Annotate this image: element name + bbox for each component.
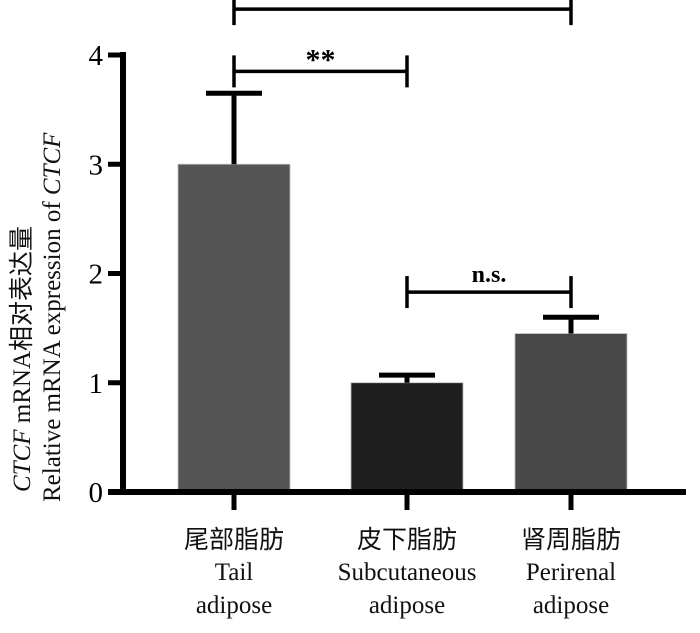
category-label-zh-0: 尾部脂肪 [184,526,284,554]
category-label-zh-1: 皮下脂肪 [357,526,457,554]
y-axis-title: CTCF mRNA相对表达量 Relative mRNA expression … [8,132,66,502]
y-axis-title-gene-en: CTCF [39,132,66,195]
sig-label-2: n.s. [472,262,507,288]
category-label-en1-1: Subcutaneous [338,559,477,586]
category-label-en1-0: Tail [215,559,254,586]
category-label-en2-2: adipose [533,592,609,619]
bar-0 [177,163,291,493]
sig-label-0: * [395,0,410,14]
y-tick-label-1: 1 [89,368,104,400]
bar-2 [514,333,628,493]
bar-1 [350,382,464,493]
y-tick-label-3: 3 [89,149,104,181]
y-axis-title-en: Relative mRNA expression of [39,195,66,502]
y-tick-label-2: 2 [89,259,104,291]
y-tick-label-0: 0 [89,477,104,509]
category-label-zh-2: 肾周脂肪 [521,526,621,554]
y-axis-title-zh: mRNA相对表达量 [8,226,36,429]
category-label-en1-2: Perirenal [526,559,616,586]
y-axis-title-line2: Relative mRNA expression of CTCF [39,132,66,502]
y-axis-title-gene: CTCF [9,429,36,492]
category-label-en2-0: adipose [196,592,272,619]
y-tick-label-4: 4 [89,40,104,72]
sig-label-1: ** [306,43,336,76]
y-axis-title-line1: CTCF mRNA相对表达量 [8,226,36,492]
category-label-en2-1: adipose [369,592,445,619]
